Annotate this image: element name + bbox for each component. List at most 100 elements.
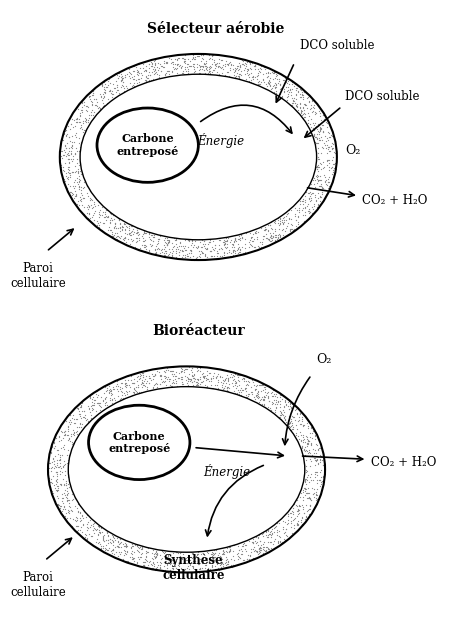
Point [194, 363, 201, 373]
Point [128, 542, 135, 552]
Point [325, 183, 332, 193]
Point [85, 114, 93, 124]
Point [105, 545, 112, 555]
Point [229, 381, 237, 391]
Point [174, 59, 181, 69]
Point [221, 237, 229, 247]
Point [271, 226, 279, 236]
Point [56, 431, 63, 441]
Point [314, 119, 322, 129]
Point [318, 180, 325, 190]
Point [140, 78, 148, 88]
Point [303, 500, 310, 510]
Point [216, 235, 223, 245]
Point [230, 370, 237, 380]
Point [214, 246, 221, 256]
Point [151, 370, 159, 380]
Point [189, 378, 196, 387]
Point [76, 123, 83, 133]
Point [256, 67, 263, 77]
Point [298, 85, 305, 95]
Point [104, 538, 112, 548]
Point [277, 406, 284, 416]
Point [191, 564, 199, 574]
Point [169, 66, 176, 76]
Point [164, 66, 172, 76]
Point [311, 467, 319, 477]
Point [223, 248, 231, 258]
Point [161, 242, 168, 252]
Text: Paroi
cellulaire: Paroi cellulaire [10, 571, 66, 599]
Point [90, 400, 97, 410]
Point [319, 449, 327, 459]
Point [69, 425, 76, 435]
Point [195, 68, 203, 78]
Point [264, 69, 272, 78]
Point [231, 70, 238, 80]
Point [169, 554, 176, 564]
Point [140, 227, 148, 237]
Point [81, 182, 88, 192]
Point [225, 382, 232, 392]
Point [125, 64, 133, 74]
Point [188, 239, 195, 248]
Point [287, 508, 294, 518]
Point [214, 70, 222, 80]
Point [184, 381, 191, 391]
Point [290, 224, 297, 234]
Point [90, 528, 98, 538]
Point [288, 515, 295, 525]
Point [294, 83, 301, 93]
Point [273, 521, 280, 531]
Point [264, 226, 271, 236]
Point [75, 179, 82, 189]
Point [131, 378, 138, 388]
Point [102, 525, 110, 535]
Point [187, 374, 194, 384]
Point [188, 561, 195, 571]
Point [75, 117, 83, 127]
Point [267, 543, 275, 553]
Point [75, 164, 82, 174]
Point [305, 445, 313, 455]
Point [257, 64, 264, 74]
Point [103, 211, 110, 221]
Point [166, 247, 174, 257]
Point [255, 80, 263, 90]
Point [270, 68, 277, 78]
Point [51, 496, 59, 506]
Point [169, 57, 177, 67]
Point [192, 556, 199, 566]
Point [196, 382, 204, 392]
Point [309, 507, 316, 517]
Point [242, 392, 250, 402]
Point [325, 165, 333, 175]
Point [305, 208, 312, 218]
Point [325, 158, 332, 167]
Point [257, 380, 264, 390]
Point [314, 171, 321, 181]
Point [129, 541, 137, 551]
Point [224, 385, 231, 395]
Point [252, 242, 259, 252]
Point [88, 415, 95, 425]
Point [140, 561, 148, 571]
Point [67, 187, 75, 197]
Point [309, 426, 316, 436]
Point [240, 59, 247, 69]
Point [85, 201, 93, 211]
Point [151, 245, 159, 255]
Point [156, 370, 164, 380]
Point [277, 407, 284, 417]
Point [103, 527, 111, 537]
Point [304, 505, 312, 515]
Point [300, 105, 307, 115]
Point [107, 213, 115, 223]
Point [329, 159, 337, 169]
Point [194, 365, 202, 375]
Point [198, 247, 206, 256]
Point [169, 366, 176, 376]
Point [233, 61, 240, 71]
Point [115, 543, 123, 552]
Point [134, 383, 142, 392]
